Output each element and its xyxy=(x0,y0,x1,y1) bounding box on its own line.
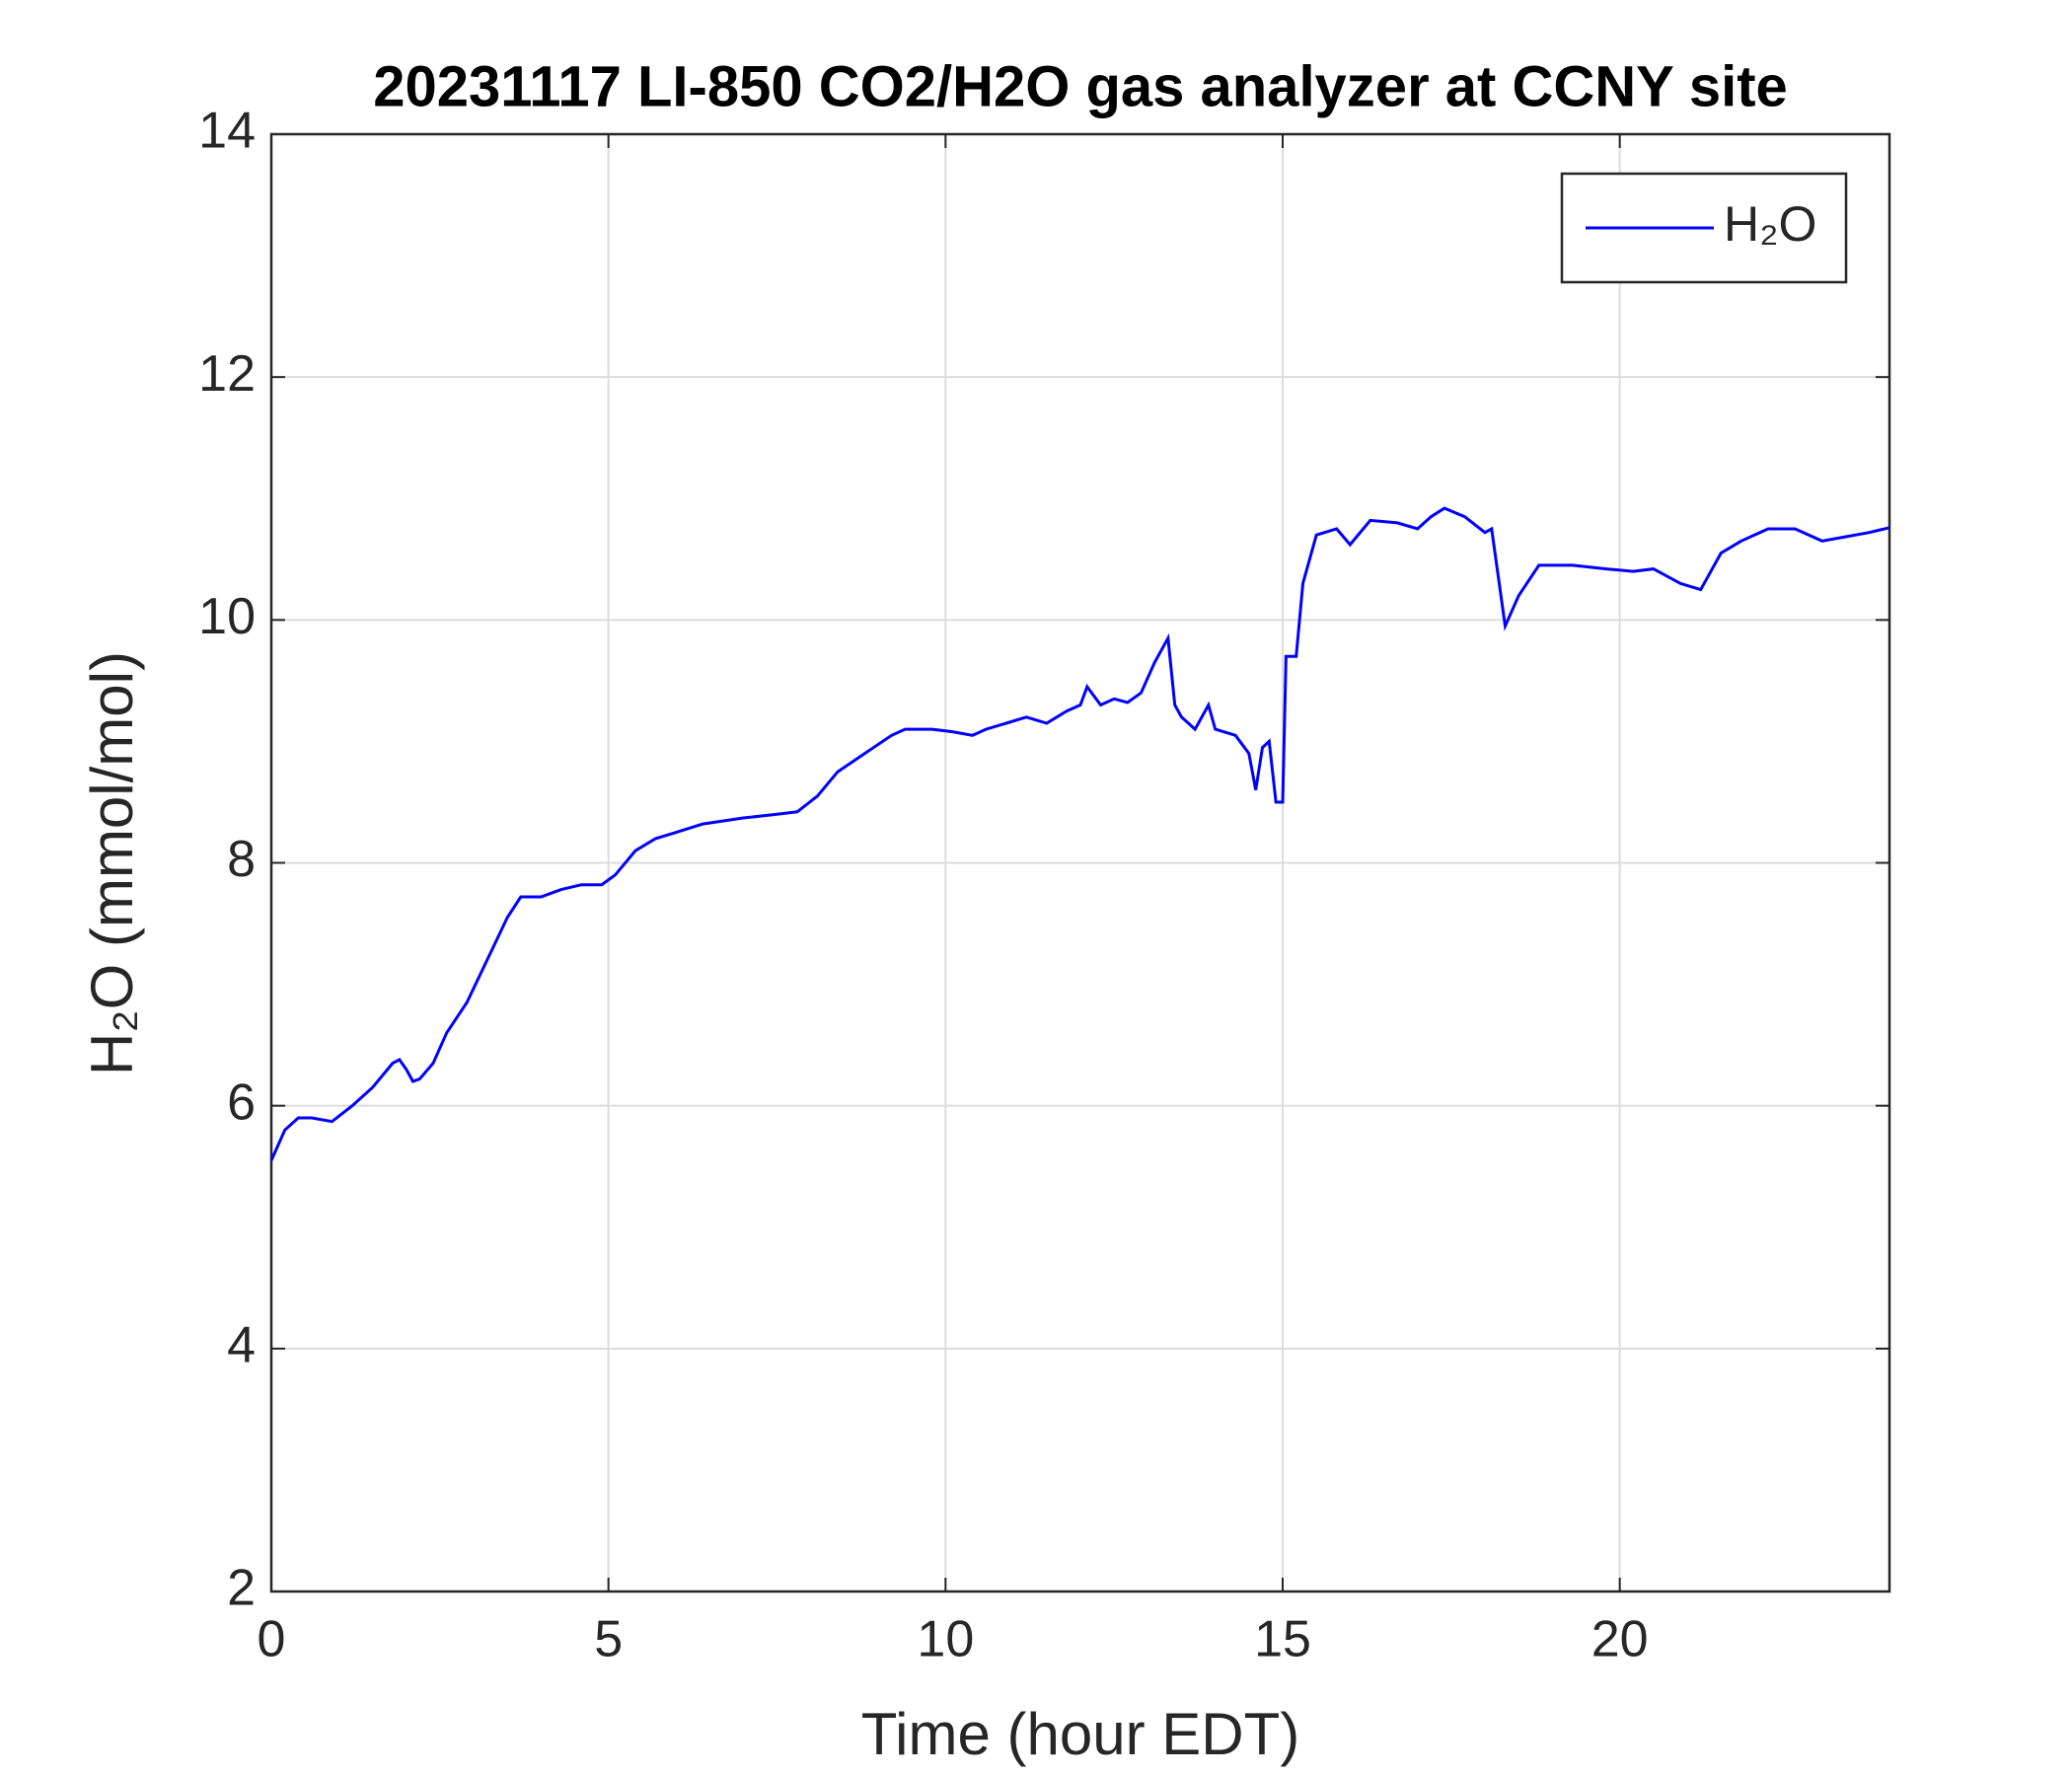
legend-label: H₂O xyxy=(1724,196,1816,252)
x-tick-label: 15 xyxy=(1254,1611,1311,1668)
y-tick-label: 14 xyxy=(198,103,256,160)
y-axis-label: H₂O (mmol/mol) xyxy=(79,651,145,1075)
plot-frame xyxy=(269,132,1891,1593)
y-tick-label: 6 xyxy=(227,1073,256,1131)
y-tick-label: 4 xyxy=(227,1317,256,1374)
y-tick-label: 2 xyxy=(227,1560,256,1617)
x-tick-label: 20 xyxy=(1591,1611,1649,1668)
data-line xyxy=(269,506,1890,1161)
x-tick-label: 0 xyxy=(258,1611,286,1668)
x-tick-label: 5 xyxy=(594,1611,623,1668)
x-tick-label: 10 xyxy=(917,1611,974,1668)
y-tick-label: 8 xyxy=(227,831,256,888)
y-tick-label: 10 xyxy=(198,588,256,645)
x-axis-label: Time (hour EDT) xyxy=(861,1701,1300,1767)
y-tick-label: 12 xyxy=(198,345,256,403)
chart-title: 20231117 LI-850 CO2/H2O gas analyzer at … xyxy=(373,54,1788,118)
